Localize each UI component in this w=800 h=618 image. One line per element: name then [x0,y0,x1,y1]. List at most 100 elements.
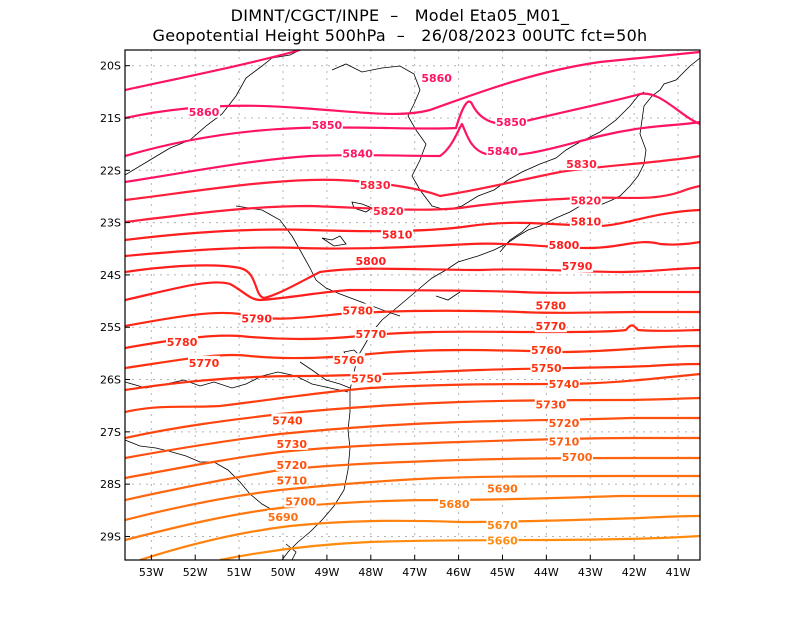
contour-label-bg [372,204,405,218]
coast-detail-path [321,235,347,247]
contour-label: 5820 [373,205,404,218]
contour-label-bg [530,342,563,356]
lat-tick-label: 23S [100,217,121,230]
contour-label-bg [486,481,519,495]
contour-label: 5830 [566,158,597,171]
contour-line [125,436,700,480]
contour-line [125,362,700,392]
contour-label-bg [284,494,317,508]
contour-line [125,309,700,328]
state-border-path [299,361,351,389]
contour-label-bg [569,193,602,207]
contour-line [125,324,700,350]
contour-label: 5780 [342,305,373,318]
contour-label: 5840 [487,145,518,158]
contour-label-bg [534,298,567,312]
contour-line [125,240,700,258]
lon-tick-label: 53W [139,566,164,579]
contour-label: 5680 [439,498,470,511]
contour-label-bg [534,397,567,411]
contour-label: 5760 [334,354,365,367]
contour-line [125,396,700,440]
contour-label: 5860 [189,106,220,119]
contour-label: 5740 [272,414,303,427]
plot-frame [124,49,701,561]
contour-line [125,494,700,542]
contour-line [125,281,700,302]
contour-label: 5800 [549,239,580,252]
lon-tick-label: 41W [666,566,691,579]
contour-label-bg [486,144,519,157]
lon-tick-label: 50W [271,566,296,579]
coast-detail-path [285,543,297,560]
contour-label-bg [350,371,383,385]
contour-label: 5800 [355,255,386,268]
title-line-1: DIMNT/CGCT/INPE – Model Eta05_M01_ [230,6,570,25]
contour-label-bg [341,303,374,317]
contour-label: 5700 [285,495,316,508]
contour-labels: 5860 5860 5850 5850 5840 5840 5830 5830 5820 5820… [166,70,602,548]
contour-label-bg [420,70,453,84]
lat-tick-label: 29S [100,530,121,543]
lat-tick-label: 22S [100,164,121,177]
contour-label: 5690 [487,482,518,495]
lon-tick-label: 51W [227,566,252,579]
contour-label: 5730 [535,399,566,412]
contour-label-bg [188,104,221,118]
contour-label: 5810 [571,216,602,229]
lon-tick-label: 48W [358,566,383,579]
contour-line [125,264,700,300]
contour-label-bg [275,457,308,471]
lat-tick-label: 26S [100,374,121,387]
lon-tick-label: 49W [314,566,339,579]
contour-label: 5690 [268,511,299,524]
coastline-path [281,57,700,560]
contour-line [125,474,700,522]
contour-label-bg [166,334,199,348]
contour-label-bg [275,436,308,450]
lat-tick-label: 20S [100,60,121,73]
contour-line [125,50,700,120]
lon-tick-label: 52W [183,566,208,579]
contour-label-bg [310,117,343,131]
axes-labels: 20S 21S 22S 23S 24S 25S 26S 27S 28S 29S 53W 52W 51W 5… [100,60,691,579]
contour-label: 5710 [276,475,307,488]
contour-label-bg [438,497,471,511]
contour-label: 5730 [276,438,307,451]
contour-label: 5850 [496,116,527,129]
contour-label-bg [561,259,594,273]
contour-line [219,534,700,560]
contour-label: 5850 [312,119,343,132]
lat-tick-label: 24S [100,269,121,282]
contour-label-bg [547,238,580,252]
contour-label: 5830 [360,179,391,192]
title-line-2: Geopotential Height 500hPa – 26/08/2023 … [152,26,648,45]
lon-tick-label: 44W [534,566,559,579]
contour-label-bg [188,355,221,369]
lon-tick-label: 47W [402,566,427,579]
contour-label-bg [381,227,414,241]
contour-label: 5780 [535,299,566,312]
contour-label-bg [359,178,392,191]
contour-label: 5820 [571,195,602,208]
contour-label-bg [547,376,580,390]
contour-label: 5780 [167,336,198,349]
contour-label: 5720 [549,417,580,430]
contour-label-bg [354,327,387,341]
contour-line [125,456,700,502]
contour-label: 5660 [487,535,518,548]
contour-label: 5700 [562,451,593,464]
contour-label-bg [275,473,308,487]
contour-label-bg [561,450,594,463]
contour-line [125,208,700,242]
contour-label: 5750 [351,373,382,386]
contour-label: 5720 [276,459,307,472]
contour-label-bg [267,510,300,524]
contour-label: 5740 [549,378,580,391]
contour-label: 5810 [382,229,413,242]
lat-tick-label: 27S [100,426,121,439]
contour-line [125,184,700,224]
contour-label: 5790 [562,260,593,273]
lat-tick-label: 28S [100,478,121,491]
